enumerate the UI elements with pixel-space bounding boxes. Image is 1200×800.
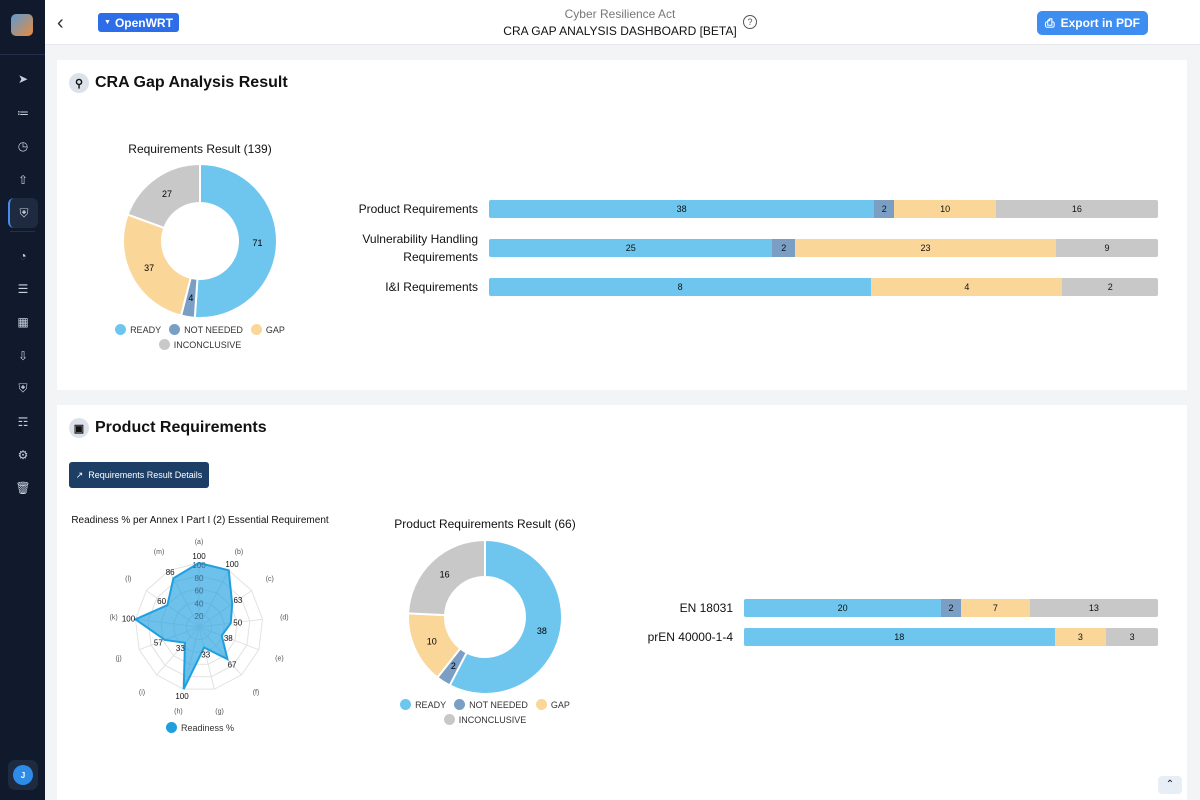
bar-segment-gap[interactable]: 4 [871, 278, 1063, 296]
bar-segment-inconclusive[interactable]: 13 [1029, 599, 1158, 617]
legend-item[interactable]: READY [400, 699, 446, 710]
donut-title: Product Requirements Result (66) [394, 517, 576, 531]
bar-label: Vulnerability Handling Requirements [362, 232, 478, 264]
bar-segment-not-needed[interactable]: 2 [772, 239, 796, 257]
bar-label: EN 18031 [679, 601, 733, 615]
stacked-bar: 25 2 23 9 [489, 239, 1158, 257]
package-icon: ▣ [69, 418, 89, 438]
bar-segment-inconclusive[interactable]: 16 [995, 200, 1158, 218]
download-icon[interactable]: ⇩ [17, 348, 29, 363]
legend-swatch [115, 324, 127, 335]
section-title: ⚲ CRA Gap Analysis Result [69, 73, 288, 93]
bar-segment-inconclusive[interactable]: 3 [1106, 628, 1158, 646]
search-analysis-icon: ⚲ [69, 73, 89, 93]
legend-item[interactable]: GAP [535, 699, 570, 710]
donut-title: Requirements Result (139) [128, 142, 272, 156]
shield-icon[interactable]: ⛨ [18, 381, 28, 396]
history-icon[interactable]: ◷ [17, 139, 29, 153]
radar-legend: Readiness % [150, 722, 250, 733]
bar-segment-ready[interactable]: 18 [744, 628, 1055, 646]
legend-swatch [443, 714, 455, 725]
legend-label: READY [130, 324, 162, 335]
book-icon[interactable]: ☶ [17, 415, 29, 429]
divider [10, 231, 35, 232]
scroll-top-button[interactable]: ⌃ [1158, 776, 1182, 794]
legend-item[interactable]: INCONCLUSIVE [158, 339, 242, 350]
bar-label: Product Requirements [358, 202, 478, 216]
trash-icon[interactable]: 🗑 [15, 481, 31, 496]
export-pdf-button[interactable]: ⎙ Export in PDF [1037, 11, 1148, 35]
page-title: CRA GAP ANALYSIS DASHBOARD [BETA] [503, 24, 737, 38]
radar-title: Readiness % per Annex I Part I (2) Essen… [71, 515, 329, 526]
bar-label: I&I Requirements [385, 280, 478, 294]
sidebar: ➤ ≔ ◷ ⇧ ⛨ ◔ ☰ ▦ ⇩ ⛨ ☶ ⚙ 🗑 J [0, 0, 45, 800]
legend-label: READY [415, 699, 447, 710]
donut-legend: READY NOT NEEDED GAP INCONCLUSIVE [390, 699, 580, 725]
header-subtitle: Cyber Resilience Act [564, 7, 676, 21]
chart-icon[interactable]: ≔ [17, 105, 29, 120]
legend-swatch [400, 699, 412, 710]
stacked-bar: 18 3 3 [744, 628, 1158, 646]
upload-icon[interactable]: ⇧ [17, 172, 29, 187]
header: ‹ ▼ OpenWRT Cyber Resilience Act CRA GAP … [45, 0, 1200, 45]
section-title: ▣ Product Requirements [69, 418, 267, 438]
legend-label: GAP [265, 324, 285, 335]
legend-swatch [158, 339, 170, 350]
printer-icon: ⎙ [1045, 15, 1055, 30]
legend-label: NOT NEEDED [184, 324, 243, 335]
user-avatar[interactable]: J [8, 760, 38, 790]
bar-segment-gap[interactable]: 10 [894, 200, 996, 218]
legend-label: INCONCLUSIVE [173, 339, 242, 350]
requirements-details-button[interactable]: ↗ Requirements Result Details [69, 462, 209, 488]
project-name: OpenWRT [114, 15, 173, 30]
gear-icon[interactable]: ⚙ [17, 448, 29, 463]
bar-segment-ready[interactable]: 38 [489, 200, 875, 218]
legend-item[interactable]: INCONCLUSIVE [443, 714, 527, 725]
legend-label: INCONCLUSIVE [458, 714, 527, 725]
legend-swatch [165, 722, 177, 733]
bar-segment-not-needed[interactable]: 2 [941, 599, 961, 617]
help-icon[interactable]: ? [743, 15, 757, 29]
project-selector[interactable]: ▼ OpenWRT [98, 13, 179, 32]
stacked-bar: 38 2 10 16 [489, 200, 1158, 218]
legend-swatch [250, 324, 262, 335]
back-button[interactable]: ‹ [57, 12, 64, 34]
bar-segment-ready[interactable]: 20 [744, 599, 942, 617]
bar-segment-inconclusive[interactable]: 9 [1055, 239, 1158, 257]
bar-segment-gap[interactable]: 23 [795, 239, 1056, 257]
avatar-initial: J [13, 765, 33, 785]
legend-item[interactable]: READY [115, 324, 161, 335]
legend-label: NOT NEEDED [469, 699, 528, 710]
bar-label: prEN 40000-1-4 [647, 630, 733, 644]
bar-segment-ready[interactable]: 25 [489, 239, 773, 257]
bar-segment-gap[interactable]: 3 [1054, 628, 1107, 646]
legend-swatch [535, 699, 547, 710]
divider [0, 54, 45, 55]
export-label: Export in PDF [1060, 16, 1140, 30]
bar-segment-ready[interactable]: 8 [489, 278, 872, 296]
legend-swatch [454, 699, 466, 710]
stacked-bar: 20 2 7 13 [744, 599, 1158, 617]
bar-segment-gap[interactable]: 7 [960, 599, 1030, 617]
bar-segment-not-needed[interactable]: 2 [874, 200, 895, 218]
legend-item[interactable]: GAP [250, 324, 285, 335]
legend-item[interactable]: NOT NEEDED [169, 324, 243, 335]
external-link-icon: ↗ [75, 469, 84, 480]
pie-chart-icon[interactable]: ◔ [19, 249, 27, 263]
checklist-icon[interactable]: ☰ [17, 282, 29, 297]
legend-label: GAP [550, 699, 570, 710]
send-icon[interactable]: ➤ [17, 72, 29, 86]
shield-check-icon[interactable]: ⛨ [8, 198, 38, 228]
donut-legend: READY NOT NEEDED GAP INCONCLUSIVE [105, 324, 295, 350]
legend-item[interactable]: NOT NEEDED [454, 699, 528, 710]
legend-swatch [169, 324, 181, 335]
grid-icon[interactable]: ▦ [17, 315, 29, 330]
app-logo[interactable] [11, 14, 33, 36]
caret-down-icon: ▼ [104, 19, 111, 26]
bar-segment-inconclusive[interactable]: 2 [1062, 278, 1158, 296]
